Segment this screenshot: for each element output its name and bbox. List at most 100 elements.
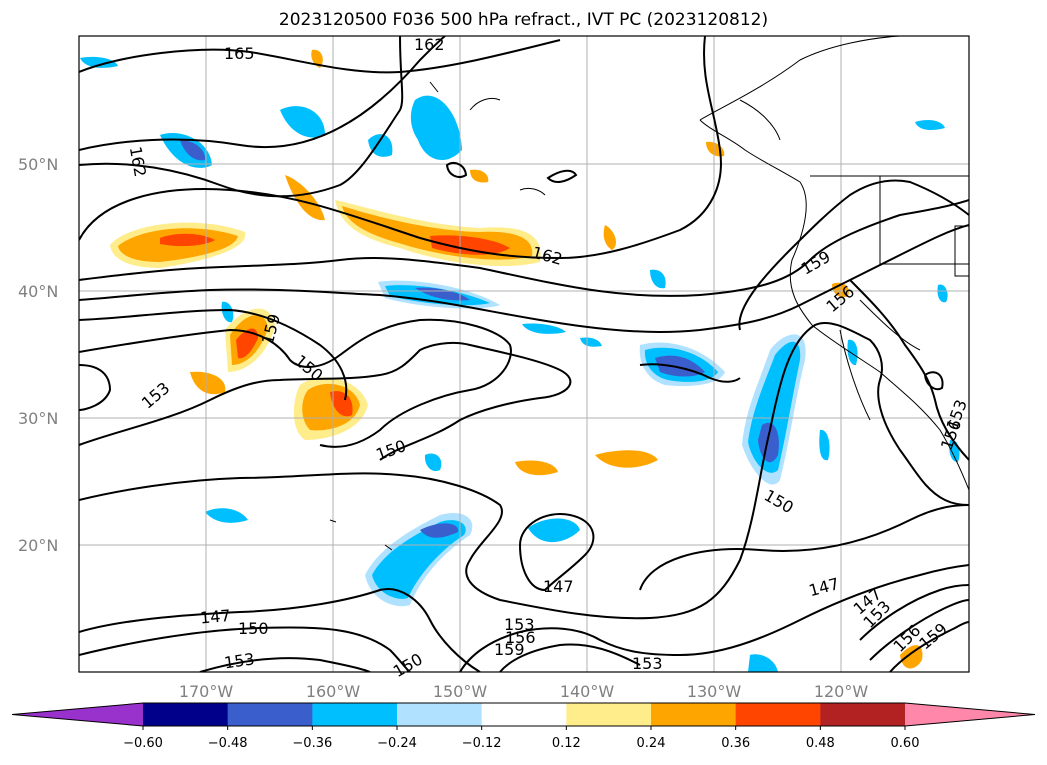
colorbar-tick-label: 0.12 [552,736,581,751]
contour-line [79,308,348,401]
colorbar-tick-label: 0.48 [806,736,835,751]
anomaly-patch [650,269,666,289]
contour-line [859,584,969,641]
colorbar-bin [651,703,737,726]
contour-line [546,169,578,183]
anomaly-patch [80,56,118,68]
contour-label: 159 [494,640,525,659]
anomaly-patch [368,134,393,157]
contour-line [79,626,411,672]
lon-label-120w: 120°W [814,682,869,701]
contour-line [639,363,741,383]
lon-label-170w: 170°W [179,682,234,701]
contour-line [79,224,969,333]
contour-line [79,36,446,151]
colorbar-tick-label: −0.24 [377,736,417,751]
contour-line [79,321,969,620]
contour-line [869,599,969,661]
anomaly-patch [819,429,830,461]
longitude-labels: 170°W 160°W 150°W 140°W 130°W 120°W [179,682,869,701]
anomaly-patch [180,140,206,161]
anomaly-patch [424,453,442,472]
colorbar-bin [566,703,652,726]
anomaly-patch [522,323,566,334]
anomaly-patch [280,106,325,138]
positive-anomaly-shading [110,49,923,669]
contour-label: 153 [632,654,663,673]
anomaly-patch [430,235,510,255]
anomaly-patch [311,49,323,68]
contour-line [445,162,468,178]
anomaly-patch [915,120,945,130]
anomaly-patch [937,284,948,303]
lon-label-130w: 130°W [687,682,742,701]
contour-line [738,179,969,331]
anomaly-patch [372,520,466,599]
contour-line [79,199,969,297]
colorbar-tick-label: −0.12 [462,736,502,751]
colorbar-extension-high [905,703,1035,726]
colorbar-bin [820,703,906,726]
anomaly-patch [420,523,459,538]
anomaly-patch [515,460,558,476]
colorbar-bin [143,703,229,726]
contour-label: 147 [199,606,231,628]
lon-label-160w: 160°W [306,682,361,701]
anomaly-patch [847,339,858,366]
refractivity-contours [79,36,969,672]
colorbar-tick-label: −0.48 [208,736,248,751]
contour-line [199,657,371,672]
contour-line [79,36,722,260]
contour-line [79,318,512,448]
contour-line [923,371,944,391]
anomaly-patch [190,371,226,395]
lon-label-150w: 150°W [433,682,488,701]
lat-label-20n: 20°N [18,536,58,555]
contour-line [639,504,969,591]
anomaly-patch [603,225,616,250]
map-border [78,35,970,673]
anomaly-patch [748,654,778,672]
contour-label: 153 [504,615,535,634]
map-title: 2023120500 F036 500 hPa refract., IVT PC… [278,10,769,30]
anomaly-patch [205,508,248,523]
contour-label: 156 [505,628,536,647]
latitude-labels: 50°N 40°N 30°N 20°N [18,155,58,555]
colorbar-extension-low [12,703,143,726]
contour-line [79,341,572,461]
anomaly-patch [470,169,489,183]
anomaly-patch [285,175,325,221]
anomaly-patch [160,233,215,247]
contour-line [79,36,404,198]
colorbar-bin [227,703,313,726]
contour-line [79,39,561,74]
anomaly-patch [528,518,580,543]
anomaly-patch [900,645,923,669]
contour-line [518,513,595,592]
lon-label-140w: 140°W [560,682,615,701]
anomaly-patch [758,422,779,463]
colorbar-bin [312,703,398,726]
contour-line [499,643,641,672]
contour-line [79,588,481,672]
colorbar-bin [735,703,821,726]
contour-line [849,279,969,461]
colorbar-tick-label: −0.36 [292,736,332,751]
anomaly-patch [595,450,658,468]
contour-label: 162 [414,35,445,54]
contour-label: 153 [223,649,256,672]
contour-line [79,364,112,411]
anomaly-patch [221,301,234,323]
anomaly-patch [410,95,462,161]
anomaly-patch [580,337,602,347]
lat-label-50n: 50°N [18,155,58,174]
colorbar-bin [397,703,483,726]
colorbar-tick-label: 0.36 [721,736,750,751]
lat-label-30n: 30°N [18,409,58,428]
contour-label: 165 [224,44,255,63]
colorbar-bin [481,703,567,726]
colorbar-tick-label: −0.60 [123,736,163,751]
colorbar-tick-label: 0.24 [637,736,666,751]
colorbar: −0.60 −0.48 −0.36 −0.24 −0.12 0.12 0.24 0.36 0.4… [11,702,1036,751]
